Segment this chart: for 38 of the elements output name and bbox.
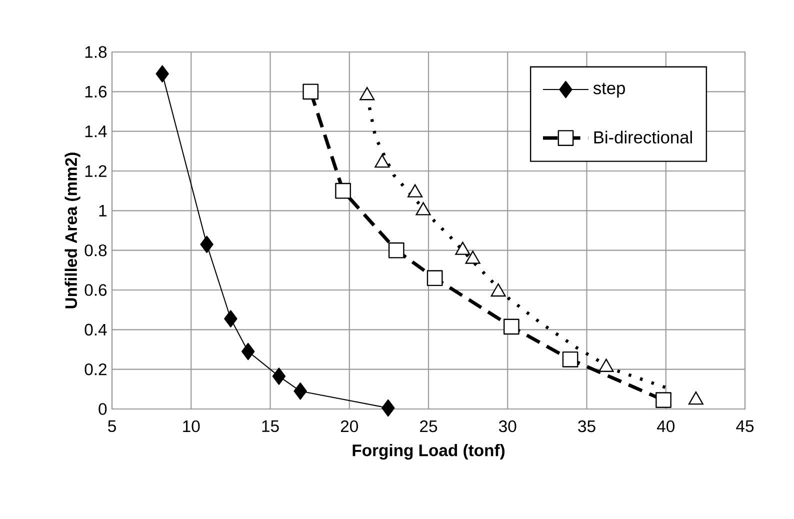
legend-label: step (593, 82, 625, 98)
point (272, 368, 286, 385)
y-tick-label: 1.6 (85, 86, 107, 98)
point (562, 351, 578, 368)
point (335, 182, 351, 199)
x-axis-title: Forging Load (tonf) (352, 444, 505, 460)
y-tick-label: 0.2 (84, 363, 106, 376)
y-tick-label: 1.4 (85, 126, 107, 138)
point (294, 382, 307, 400)
x-tick-label: 10 (183, 420, 200, 432)
x-tick-label: 45 (736, 420, 754, 432)
y-tick-label: 0.4 (84, 324, 107, 336)
point (388, 242, 404, 258)
point (241, 342, 255, 360)
point (360, 87, 375, 100)
point (224, 310, 238, 328)
point (503, 318, 520, 335)
y-tick-label: 1 (99, 204, 106, 216)
point (200, 236, 214, 253)
x-tick-label: 25 (420, 420, 438, 432)
point (302, 84, 319, 100)
x-tick-label: 20 (340, 420, 358, 432)
x-tick-label: 30 (498, 420, 516, 432)
y-tick-label: 0.6 (84, 284, 107, 296)
point (426, 270, 443, 286)
x-tick-label: 35 (578, 420, 596, 432)
y-tick-label: 0 (98, 403, 107, 415)
point (656, 392, 672, 408)
x-tick-label: 5 (108, 420, 116, 432)
point (382, 399, 395, 417)
y-tick-label: 0.8 (84, 244, 107, 256)
legend-label: Bi-directional (594, 130, 692, 144)
x-tick-label: 15 (262, 420, 279, 432)
point (156, 65, 169, 82)
y-tick-label: 1.8 (85, 46, 107, 58)
y-axis-title: Unfilled Area (mm2) (64, 152, 80, 308)
x-tick-label: 40 (656, 420, 674, 432)
y-tick-label: 1.2 (85, 165, 106, 177)
